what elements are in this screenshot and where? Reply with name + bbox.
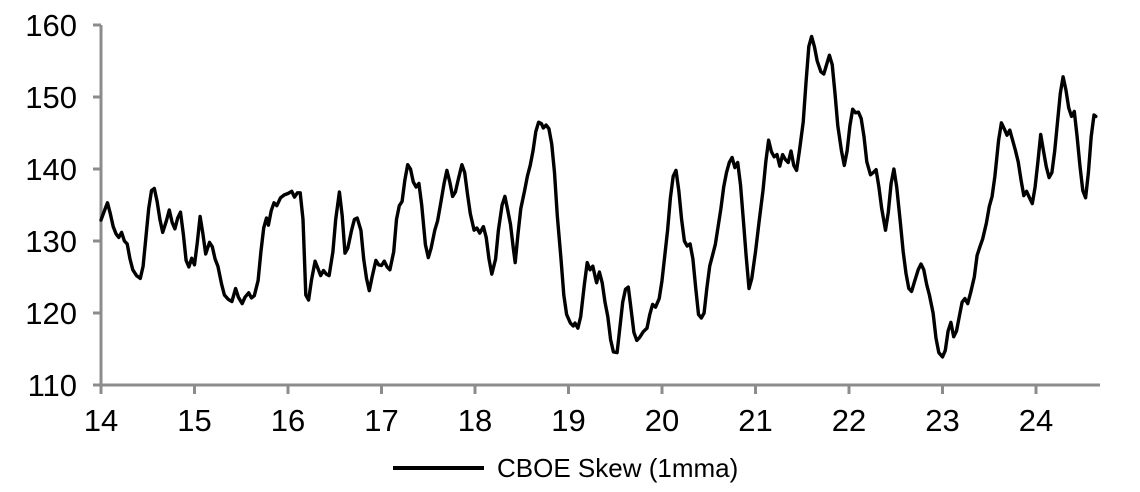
cboe-skew-series-line	[99, 34, 1098, 359]
x-axis-tick-label: 17	[364, 403, 398, 438]
legend-label: CBOE Skew (1mma)	[497, 453, 738, 483]
x-axis-tick-label: 23	[925, 403, 959, 438]
x-axis-tick-label: 21	[738, 403, 772, 438]
y-axis-tick-label: 150	[25, 80, 77, 115]
y-axis-tick-label: 120	[25, 296, 77, 331]
x-axis-tick-label: 19	[551, 403, 585, 438]
x-axis-tick-label: 24	[1019, 403, 1053, 438]
y-axis-tick-label: 160	[25, 8, 77, 43]
x-axis-tick-label: 20	[645, 403, 679, 438]
series	[99, 34, 1098, 359]
x-axis-tick-label: 14	[84, 403, 118, 438]
y-axis-tick-label: 140	[25, 152, 77, 187]
axes: 110 120 130 140 150 160 14 15 16 17 18 19 20 21 22 23 24	[25, 8, 1100, 438]
legend: CBOE Skew (1mma)	[393, 453, 738, 483]
y-axis-tick-label: 110	[28, 368, 77, 403]
x-axis-tick-label: 22	[832, 403, 866, 438]
x-axis-tick-label: 16	[271, 403, 305, 438]
y-axis-tick-label: 130	[25, 224, 77, 259]
x-axis-tick-label: 18	[458, 403, 492, 438]
x-axis-tick-label: 15	[177, 403, 211, 438]
